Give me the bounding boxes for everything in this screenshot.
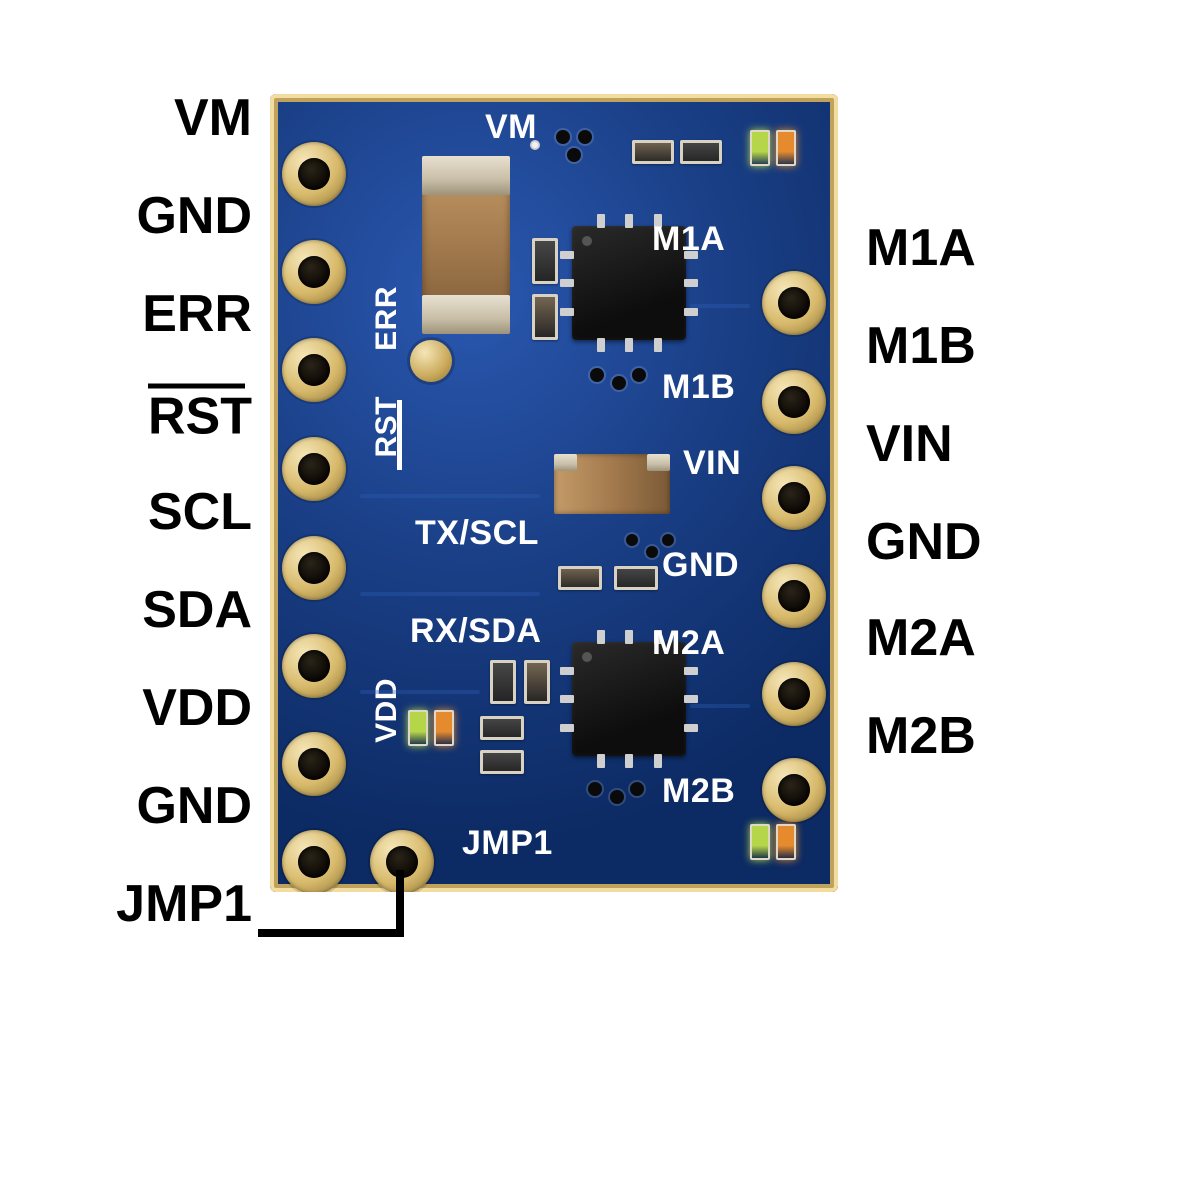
via (610, 790, 624, 804)
pinout-label-left: RST (148, 384, 252, 447)
silk-label: GND (662, 546, 739, 585)
silk-label: TX/SCL (415, 514, 539, 553)
status-led (434, 710, 454, 746)
via (632, 368, 646, 382)
via (662, 534, 674, 546)
smd-passive (614, 566, 658, 590)
status-led (408, 710, 428, 746)
via (567, 148, 581, 162)
pinout-label-left: VDD (142, 678, 252, 738)
silk-label: RX/SDA (410, 612, 541, 651)
pinout-label-left: ERR (142, 284, 252, 344)
silk-label: M1B (662, 368, 735, 407)
smd-passive (532, 294, 558, 340)
pinout-label-right: VIN (866, 414, 953, 474)
pinout-label-right: GND (866, 512, 982, 572)
plated-hole (762, 370, 826, 434)
plated-hole (282, 338, 346, 402)
pinout-label-left: SCL (148, 482, 252, 542)
via (588, 782, 602, 796)
via (646, 546, 658, 558)
smd-passive (558, 566, 602, 590)
silk-label: M1A (652, 220, 725, 259)
smd-passive (480, 750, 524, 774)
via (626, 534, 638, 546)
pinout-label-left: GND (136, 186, 252, 246)
plated-hole (762, 564, 826, 628)
err-test-pad (410, 340, 452, 382)
via (612, 376, 626, 390)
silk-label: VDD (370, 678, 404, 743)
smd-passive (480, 716, 524, 740)
plated-hole (762, 271, 826, 335)
smd-passive (490, 660, 516, 704)
pinout-label-left: JMP1 (116, 874, 252, 934)
silk-label: VIN (683, 444, 741, 483)
smd-passive (524, 660, 550, 704)
pinout-label-left: SDA (142, 580, 252, 640)
via (590, 368, 604, 382)
plated-hole (282, 142, 346, 206)
status-led (776, 824, 796, 860)
status-led (750, 824, 770, 860)
plated-hole (282, 830, 346, 892)
via (630, 782, 644, 796)
pinout-label-right: M2B (866, 706, 976, 766)
plated-hole (762, 758, 826, 822)
plated-hole (762, 662, 826, 726)
smd-passive (632, 140, 674, 164)
via (556, 130, 570, 144)
cap-mid (554, 454, 670, 514)
status-led (750, 130, 770, 166)
smd-passive (532, 238, 558, 284)
silk-label: JMP1 (462, 824, 553, 863)
silk-label: M2A (652, 624, 725, 663)
via (578, 130, 592, 144)
status-led (776, 130, 796, 166)
plated-hole (282, 437, 346, 501)
plated-hole (282, 240, 346, 304)
plated-hole (282, 536, 346, 600)
silk-label: ERR (370, 286, 404, 351)
plated-hole (762, 466, 826, 530)
cap-large (422, 156, 510, 334)
plated-hole (282, 634, 346, 698)
pinout-label-left: VM (174, 88, 252, 148)
pinout-label-right: M2A (866, 608, 976, 668)
stage: VM M1A M1B VIN GND M2A M2B TX/SCL RX/SDA JMP1 ERR R… (0, 0, 1200, 1200)
plated-hole (282, 732, 346, 796)
pinout-label-left: GND (136, 776, 252, 836)
silk-label: VM (485, 108, 537, 147)
smd-passive (680, 140, 722, 164)
silk-label: M2B (662, 772, 735, 811)
pcb-board: VMM1AM1BVINGNDM2AM2BTX/SCLRX/SDAJMP1ERRR… (270, 94, 838, 892)
pinout-label-right: M1A (866, 218, 976, 278)
pinout-label-right: M1B (866, 316, 976, 376)
